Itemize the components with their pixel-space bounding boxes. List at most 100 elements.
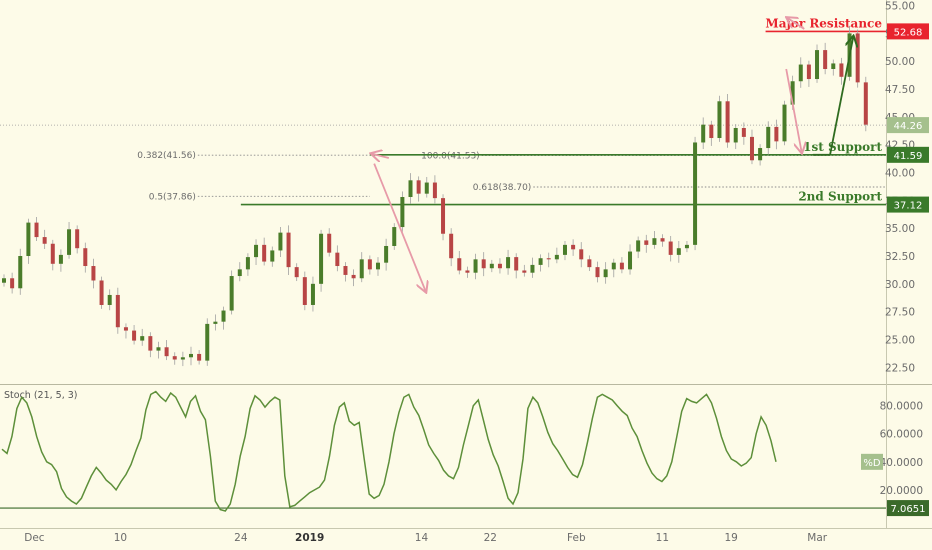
candle-body xyxy=(514,257,519,271)
price-tick-label: 47.50 xyxy=(885,84,915,96)
candle-body xyxy=(254,244,259,258)
candle-body xyxy=(34,222,39,238)
date-tick-label: 22 xyxy=(484,532,497,544)
candle-body xyxy=(546,258,551,260)
candle-body xyxy=(863,82,868,125)
candle-body xyxy=(375,262,380,270)
candle-body xyxy=(392,227,397,246)
candle-body xyxy=(497,263,502,269)
price-tick-label: 25.00 xyxy=(885,334,915,346)
candle-body xyxy=(42,237,47,244)
candle-body xyxy=(489,263,494,269)
stochastic-tick-label: 40.0000 xyxy=(880,457,923,469)
candle-body xyxy=(668,241,673,255)
grid xyxy=(0,0,932,529)
candle-body xyxy=(351,274,356,279)
candle-body xyxy=(197,353,202,361)
candle-body xyxy=(628,251,633,270)
price-tick-label: 50.00 xyxy=(885,56,915,68)
candle-body xyxy=(229,276,234,311)
candle-body xyxy=(107,294,112,305)
candle-body xyxy=(441,198,446,234)
price-tick-label: 35.00 xyxy=(885,223,915,235)
candle-body xyxy=(213,321,218,324)
level-label: Major Resistance xyxy=(765,16,882,30)
candle-body xyxy=(457,258,462,271)
price-badges: 52.68 41.59 37.12 44.26 7.0651 %D xyxy=(861,23,929,517)
candle-body xyxy=(2,278,6,283)
date-tick-label: 11 xyxy=(656,532,669,544)
candle-body xyxy=(684,244,689,249)
candle-body xyxy=(319,233,324,284)
candle-body xyxy=(839,63,844,77)
current-price-badge xyxy=(887,117,929,134)
candle-body xyxy=(221,310,226,322)
pink-arrow xyxy=(787,18,805,30)
candle-body xyxy=(67,229,72,255)
candle-body xyxy=(115,294,120,328)
candle-body xyxy=(676,248,681,255)
percent-d-badge xyxy=(861,453,883,470)
fib-level-label: 100.0(41.53) xyxy=(421,151,480,161)
candle-body xyxy=(709,124,714,139)
candle-body xyxy=(823,50,828,70)
candle-body xyxy=(758,148,763,161)
price-tick-label: 32.50 xyxy=(885,251,915,263)
candle-body xyxy=(766,126,771,149)
candle-body xyxy=(636,240,641,252)
candle-body xyxy=(384,245,389,263)
candle-body xyxy=(286,232,291,268)
candle-body xyxy=(26,222,31,256)
candle-body xyxy=(782,104,787,142)
green-arrow xyxy=(829,37,853,155)
candle-body xyxy=(148,336,153,351)
date-tick-label: 2019 xyxy=(295,532,324,544)
candle-body xyxy=(644,240,649,245)
candle-body xyxy=(603,269,608,278)
pink-arrow xyxy=(373,163,426,292)
candle-body xyxy=(571,244,576,250)
candle-body xyxy=(408,180,413,198)
level-badge-text: 41.59 xyxy=(894,151,923,162)
current-price-badge-text: 44.26 xyxy=(894,121,923,132)
candle-body xyxy=(132,330,137,341)
candle-body xyxy=(367,259,372,270)
level-badge xyxy=(887,146,929,163)
date-tick-label: 19 xyxy=(724,532,737,544)
candle-body xyxy=(424,182,429,194)
candle-body xyxy=(245,257,250,270)
stochastic-tick-label: 80.0000 xyxy=(880,401,923,413)
stochastic-title: Stoch (21, 5, 3) xyxy=(4,390,78,401)
candle-body xyxy=(50,243,55,264)
stochastic-line xyxy=(1,390,777,512)
stochastic-panel: Stoch (21, 5, 3) 80.0000 60.0000 40.0000 20.… xyxy=(0,390,923,512)
candle-body xyxy=(302,277,307,305)
level-badge-text: 37.12 xyxy=(894,201,923,212)
candle-body xyxy=(359,259,364,279)
candle-body xyxy=(58,254,63,264)
date-tick-label: 14 xyxy=(415,532,429,544)
candle-body xyxy=(327,233,332,253)
candle-body xyxy=(156,347,161,351)
candle-body xyxy=(774,126,779,142)
candle-body xyxy=(188,353,193,358)
stochastic-tick-label: 60.0000 xyxy=(880,429,923,441)
candle-body xyxy=(294,267,299,278)
level-badge xyxy=(887,196,929,213)
candle-body xyxy=(790,81,795,105)
date-tick-label: 24 xyxy=(234,532,248,544)
stochastic-low-badge xyxy=(887,500,929,517)
candle-body xyxy=(18,256,23,289)
candle-body xyxy=(798,64,803,82)
candle-body xyxy=(75,229,80,249)
candle-body xyxy=(749,136,754,161)
date-tick-label: Feb xyxy=(567,532,586,544)
date-tick-label: Dec xyxy=(24,532,45,544)
level-badge-text: 52.68 xyxy=(894,27,923,38)
candle-body xyxy=(481,259,486,269)
stochastic-tick-label: 20.0000 xyxy=(880,485,923,497)
candle-body xyxy=(595,267,600,278)
percent-d-badge-text: %D xyxy=(863,458,881,469)
